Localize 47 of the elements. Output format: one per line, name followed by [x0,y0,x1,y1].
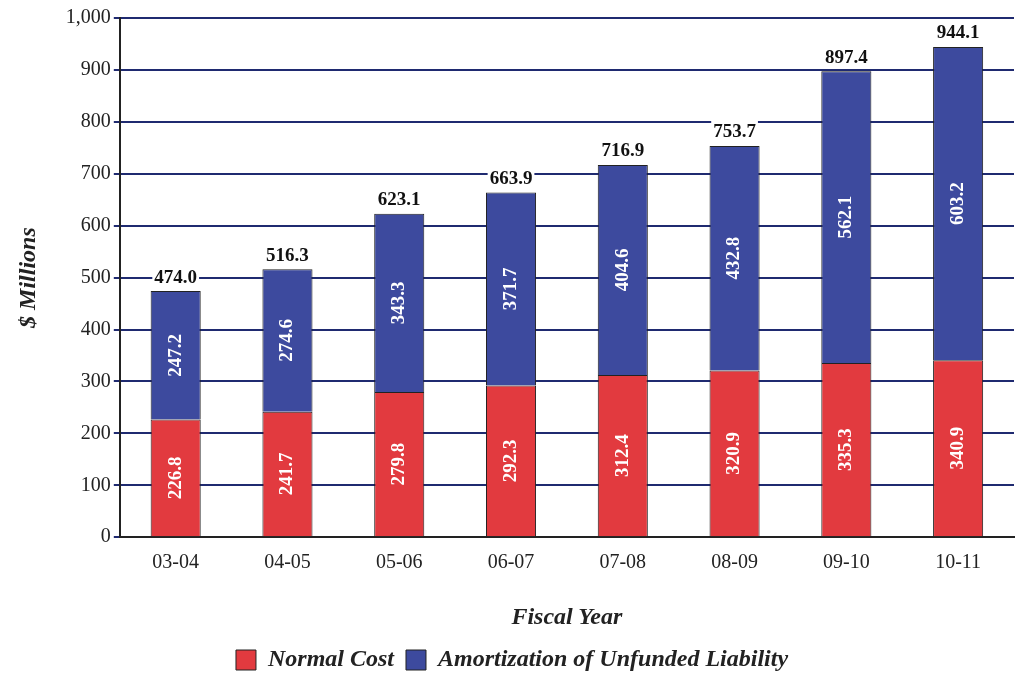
data-label: 226.8 [163,456,185,500]
x-tick-label: 08-09 [711,550,758,573]
y-tick-label: 500 [80,264,111,287]
y-tick-label: 0 [100,524,111,547]
y-tick-label: 200 [80,420,111,443]
x-tick-label: 07-08 [599,550,647,573]
x-tick-label: 10-11 [935,550,982,573]
x-tick-label: 03-04 [152,550,200,573]
total-label: 663.9 [489,166,533,188]
total-label: 897.4 [824,45,869,67]
data-label: 340.9 [946,426,968,470]
x-axis-title: Fiscal Year [510,602,623,629]
y-tick-label: 900 [80,57,111,80]
x-tick-label: 09-10 [823,550,870,573]
data-label: 247.2 [163,333,185,377]
data-label: 279.8 [387,442,409,486]
total-label: 516.3 [266,243,309,265]
data-label: 312.4 [610,433,632,477]
y-tick-label: 1,000 [65,5,111,28]
data-label: 335.3 [834,428,856,472]
y-tick-label: 600 [80,212,111,235]
total-label: 623.1 [377,188,421,210]
data-label: 292.3 [498,439,520,483]
total-label: 944.1 [936,21,980,43]
total-label: 753.7 [713,120,757,142]
data-label: 432.8 [722,236,744,280]
y-tick-label: 100 [80,472,111,495]
data-label: 320.9 [722,432,744,475]
data-label: 241.7 [275,452,297,496]
y-axis-title: $ Millions [13,227,40,329]
y-tick-label: 400 [80,316,111,339]
total-label: 474.0 [154,265,198,287]
legend-label: Normal Cost [266,645,396,672]
data-label: 603.2 [946,182,968,225]
data-label: 404.6 [610,248,632,292]
data-label: 371.7 [498,267,520,311]
x-tick-label: 04-05 [264,550,311,573]
legend-label: Amortization of Unfunded Liability [435,645,789,672]
total-label: 716.9 [601,139,645,161]
data-label: 562.1 [834,195,856,239]
y-tick-label: 800 [80,109,111,132]
data-label: 274.6 [275,319,297,362]
x-tick-label: 06-07 [487,550,535,573]
y-tick-label: 700 [80,161,111,184]
data-label: 343.3 [387,281,409,325]
y-tick-label: 300 [80,368,111,391]
x-tick-label: 05-06 [375,550,423,573]
